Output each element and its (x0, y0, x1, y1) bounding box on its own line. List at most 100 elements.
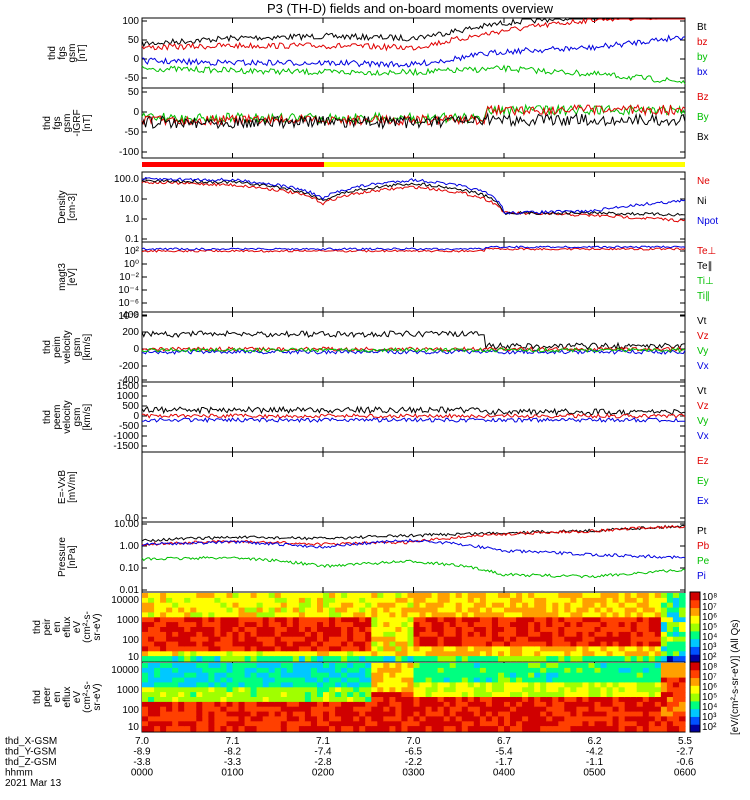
trace-bz-igrf (141, 103, 686, 127)
panel-temp: 10² 10⁰ 10⁻² 10⁻⁴ 10⁻⁶ 10⁻⁸ magt3 [eV] Te⊥ Te∥ Ti⊥… (57, 241, 716, 322)
legend-vt: Vt (697, 386, 707, 397)
y-tick-label: 0.0 (125, 513, 139, 524)
y-tick-label: 100.0 (114, 174, 139, 185)
legend-by: By (697, 112, 709, 123)
colorbar-tick: 10⁴ (702, 632, 717, 643)
colorbar-tick: 10⁵ (702, 692, 717, 703)
legend-vz: Vz (697, 331, 709, 342)
x-tick-label: -0.6 (676, 757, 694, 768)
legend-ez: Ez (697, 456, 709, 467)
y-axis-label: thd (42, 340, 53, 354)
x-tick-label: -2.2 (405, 757, 423, 768)
trace-vx (141, 349, 686, 355)
x-tick-label: -2.7 (676, 747, 694, 758)
y-axis-label: gsm (72, 338, 83, 357)
y-tick-label: 10⁻⁸ (118, 311, 139, 322)
y-axis-label: velocity (62, 400, 73, 433)
x-tick-label: -7.4 (314, 747, 332, 758)
x-tick-label: -1.1 (586, 757, 604, 768)
y-axis-label: peir (42, 618, 53, 635)
spectrogram-peir (142, 593, 686, 662)
legend-vx: Vx (697, 431, 709, 442)
legend-bt: Bt (697, 22, 707, 33)
trace-peem-vz (141, 413, 686, 419)
legend-te∥: Te∥ (697, 261, 713, 272)
legend-vz: Vz (697, 401, 709, 412)
legend-pb: Pb (697, 541, 710, 552)
y-tick-label: -1000 (113, 431, 139, 442)
x-tick-label: 0300 (402, 768, 425, 779)
legend-by: by (697, 52, 708, 63)
series-bz (141, 17, 685, 52)
legend-vy: Vy (697, 346, 708, 357)
y-axis-label: sr-eV) (92, 683, 103, 710)
colorbar-tick: 10⁸ (702, 662, 717, 673)
y-tick-label: 10000 (111, 595, 139, 606)
legend-ti⊥: Ti⊥ (697, 276, 714, 287)
x-row-label: thd_X-GSM (5, 736, 57, 747)
series-bt (141, 17, 685, 48)
y-axis-label: (cm²-s- (82, 681, 93, 713)
y-tick-label: 10² (125, 246, 140, 257)
trace-peem-vx (141, 417, 686, 424)
trace-bx-igrf (141, 112, 686, 130)
y-axis-label: thd (32, 690, 43, 704)
y-axis-label: [nPa] (67, 545, 78, 569)
y-axis-label: peim (52, 336, 63, 358)
legend-vt: Vt (697, 316, 707, 327)
y-tick-label: 100 (122, 705, 139, 716)
y-axis-label: thd (42, 116, 53, 130)
y-tick-label: -1500 (113, 441, 139, 452)
x-tick-label: 0200 (312, 768, 335, 779)
spectrogram-peer (142, 663, 686, 732)
trace-te (141, 247, 686, 253)
y-tick-label: 10⁰ (124, 259, 139, 270)
mode-bar-fast (324, 162, 685, 167)
y-axis-label: [nT] (77, 44, 88, 61)
x-tick-label: 6.7 (497, 736, 511, 747)
legend-ex: Ex (697, 496, 709, 507)
page-title: P3 (TH-D) fields and on-board moments ov… (266, 1, 554, 16)
x-tick-label: -5.4 (495, 747, 513, 758)
x-tick-label: -2.8 (314, 757, 332, 768)
series-by (141, 64, 686, 85)
y-axis-label: eV (72, 691, 83, 704)
y-tick-label: 50 (128, 87, 140, 98)
panel-fgs-r: 50 0 -50 -100 thd fgs gsm -IGRF [nT] Bz By Bx (42, 87, 709, 159)
y-tick-label: 0 (133, 411, 139, 422)
y-tick-label: -400 (119, 375, 139, 386)
y-axis-label: thd (42, 410, 53, 424)
x-tick-label: -1.7 (495, 757, 513, 768)
panel-frame (141, 87, 686, 159)
x-tick-label: 0500 (583, 768, 606, 779)
y-axis-label: fgs (57, 46, 68, 59)
panel-frame (141, 451, 686, 523)
y-axis-label: gsm (62, 114, 73, 133)
y-axis-label: E=-VxB (57, 470, 68, 505)
colorbar-tick: 10² (702, 722, 717, 733)
y-axis-label: [nT] (82, 114, 93, 131)
legend-ni: Ni (697, 196, 706, 207)
colorbar-tick: 10⁷ (702, 672, 717, 683)
x-tick-label: 0600 (674, 768, 697, 779)
y-tick-label: 10 (128, 722, 140, 733)
y-tick-label: -50 (125, 73, 140, 84)
y-tick-label: 10.00 (114, 519, 139, 530)
x-tick-label: 0400 (493, 768, 516, 779)
y-axis-label: thd (32, 620, 43, 634)
x-row-label: thd_Z-GSM (5, 757, 57, 768)
legend-pe: Pe (697, 556, 710, 567)
y-axis-label: gsm (72, 408, 83, 427)
x-tick-label: 7.0 (407, 736, 421, 747)
colorbar-tick: 10⁶ (702, 682, 717, 693)
colorbar-tick: 10⁶ (702, 612, 717, 623)
y-axis-label: peem (52, 404, 63, 429)
y-tick-label: 1000 (117, 615, 140, 626)
y-tick-label: 500 (122, 401, 139, 412)
colorbar-tick: 10³ (702, 712, 717, 723)
y-tick-label: 100 (122, 16, 139, 27)
y-tick-label: 0.01 (120, 585, 140, 596)
series-ni (141, 179, 686, 217)
